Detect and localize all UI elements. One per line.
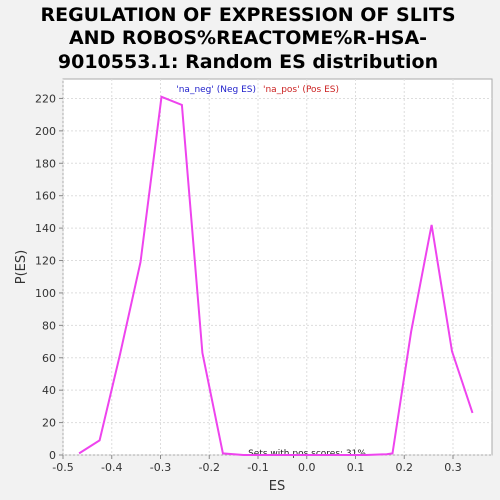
chart-title-line-1: REGULATION OF EXPRESSION OF SLITS (40, 4, 455, 26)
axis-ticks: -0.5 -0.4 -0.3 -0.2 -0.1 0.0 0.1 0.2 0.3 0 20 40 60 8… (35, 92, 462, 474)
x-tick-label: -0.5 (52, 461, 73, 474)
grid-lines (62, 79, 492, 456)
y-tick-label: 120 (35, 255, 56, 268)
y-tick-label: 100 (35, 287, 56, 300)
legend-neg-label: 'na_neg' (Neg ES) (176, 85, 256, 95)
x-axis-label: ES (269, 479, 285, 494)
y-axis-label: P(ES) (14, 250, 29, 284)
y-tick-label: 160 (35, 190, 56, 203)
series-line-es-distribution (78, 95, 474, 456)
y-tick-label: 40 (42, 384, 56, 397)
x-tick-label: -0.3 (150, 461, 171, 474)
y-tick-label: 60 (42, 352, 56, 365)
y-tick-label: 0 (49, 449, 56, 462)
x-tick-label: -0.4 (101, 461, 122, 474)
y-tick-label: 220 (35, 92, 56, 105)
y-tick-label: 80 (42, 319, 56, 332)
chart-title-line-2: AND ROBOS%REACTOME%R-HSA- (69, 27, 427, 49)
x-tick-label: -0.2 (199, 461, 220, 474)
legend-pos-label: 'na_pos' (Pos ES) (263, 85, 339, 95)
x-tick-label: 0.3 (444, 461, 462, 474)
plot-area (62, 78, 493, 456)
x-tick-label: 0.2 (396, 461, 414, 474)
y-tick-label: 140 (35, 222, 56, 235)
x-tick-label: -0.1 (247, 461, 268, 474)
y-tick-label: 200 (35, 125, 56, 138)
x-tick-label: 0.0 (298, 461, 316, 474)
chart-title-line-3: 9010553.1: Random ES distribution (58, 51, 438, 73)
x-tick-label: 0.1 (347, 461, 365, 474)
y-tick-label: 180 (35, 157, 56, 170)
y-tick-label: 20 (42, 417, 56, 430)
